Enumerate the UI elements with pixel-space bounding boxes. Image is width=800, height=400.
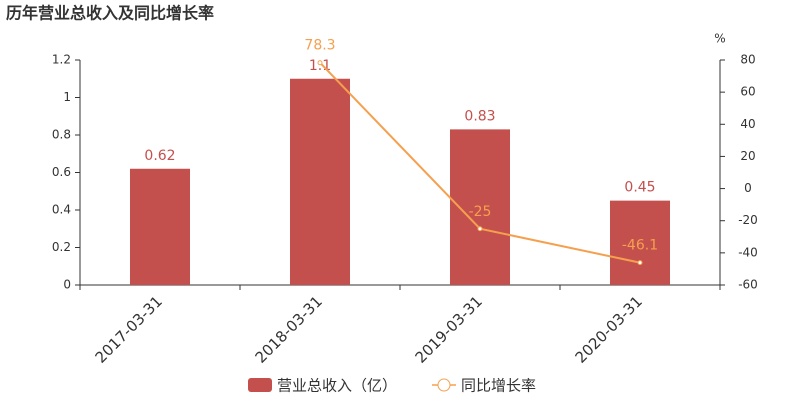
y2-tick-label: -20: [738, 213, 758, 227]
x-tick-label: 2020-03-31: [572, 292, 646, 366]
chart-title: 历年营业总收入及同比增长率: [6, 4, 214, 23]
y2-tick-label: -60: [738, 278, 758, 292]
y-tick-label: 0: [63, 278, 71, 292]
line-point: [477, 226, 483, 232]
x-tick-label: 2018-03-31: [252, 292, 326, 366]
legend-label: 同比增长率: [461, 377, 536, 395]
y-tick-label: 1.2: [52, 53, 71, 67]
bar-value-label: 0.62: [144, 148, 175, 164]
line-value-label: -46.1: [622, 238, 658, 254]
legend-swatch: [248, 378, 272, 392]
bar-value-label: 0.83: [464, 108, 495, 124]
y2-tick-label: 0: [744, 181, 752, 195]
x-tick-label: 2019-03-31: [412, 292, 486, 366]
y2-tick-label: 80: [740, 53, 755, 67]
bar: [290, 78, 350, 285]
line-point: [317, 60, 323, 66]
line-point: [637, 260, 643, 266]
y2-tick-label: 20: [740, 149, 755, 163]
line-value-label: 78.3: [304, 38, 335, 54]
y-tick-label: 0.6: [52, 165, 71, 179]
y2-tick-label: 40: [740, 117, 755, 131]
y-tick-label: 0.8: [52, 128, 71, 142]
y-tick-label: 0.4: [52, 203, 71, 217]
bar: [130, 168, 190, 285]
legend-swatch: [437, 378, 451, 392]
y-tick-label: 0.2: [52, 240, 71, 254]
legend-label: 营业总收入（亿）: [277, 377, 397, 395]
x-tick-label: 2017-03-31: [92, 292, 166, 366]
y2-tick-label: 60: [740, 85, 755, 99]
y2-tick-label: -40: [738, 245, 758, 259]
y-tick-label: 1: [63, 90, 71, 104]
bar: [610, 200, 670, 285]
y2-unit: %: [714, 32, 725, 46]
line-value-label: -25: [469, 204, 492, 220]
bar-value-label: 0.45: [624, 180, 655, 196]
